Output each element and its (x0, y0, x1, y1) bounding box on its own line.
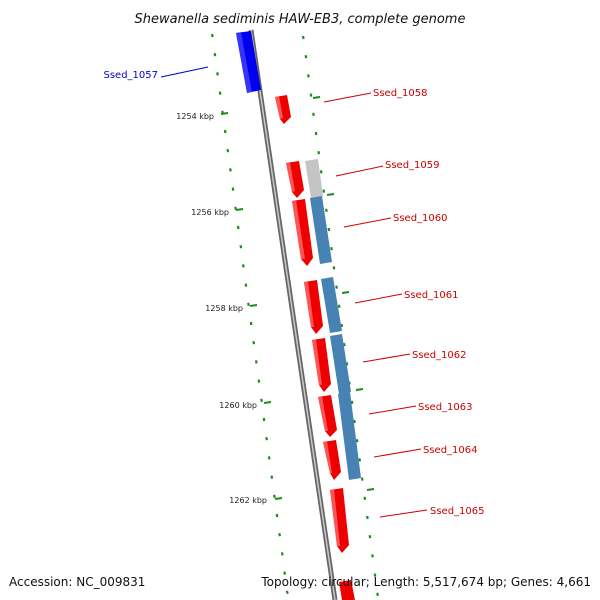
accession-text: Accession: NC_009831 (9, 575, 145, 589)
ruler-dot (309, 93, 313, 97)
ruler-dot (330, 246, 333, 251)
ruler-dot (319, 170, 323, 174)
ruler-dot (252, 340, 256, 345)
ruler-dot (335, 285, 338, 289)
ruler-dot (307, 74, 310, 78)
ruler-dot (371, 554, 374, 558)
gene-label-ssed-1065[interactable]: Ssed_1065 (430, 506, 485, 517)
ruler-major-tick (366, 488, 375, 491)
ruler-dot (226, 148, 230, 153)
backbone (248, 29, 338, 600)
ruler-dot (325, 208, 328, 213)
gene-label-ssed-1058[interactable]: Ssed_1058 (373, 88, 428, 99)
tick-label-1256: 1256 kbp (191, 208, 229, 217)
feature-ssed-1059-gray[interactable] (305, 159, 323, 198)
ruler-major-tick (220, 112, 229, 115)
ruler-dot (373, 573, 377, 577)
ruler-dot (345, 362, 349, 366)
ruler-dot (337, 304, 341, 309)
ruler-dot (239, 244, 243, 249)
ruler-tracks (210, 33, 379, 597)
ruler-dot (285, 590, 289, 595)
ruler-dot (280, 552, 284, 556)
ruler-dot (257, 379, 261, 383)
gene-labels: Ssed_1057 Ssed_1058 Ssed_1059 Ssed_1060 … (103, 70, 484, 517)
ruler-dot (247, 302, 250, 307)
feature-ssed-1063-blue[interactable] (338, 392, 361, 480)
ruler-dot (312, 112, 315, 117)
ruler-major-tick (341, 291, 350, 294)
ruler-dot (301, 35, 305, 40)
ruler-dot (229, 168, 232, 172)
tick-label-1258: 1258 kbp (205, 304, 243, 313)
ruler-dot (368, 534, 372, 539)
feature-ssed-1062-blue[interactable] (330, 334, 351, 394)
ruler-dot (262, 417, 266, 422)
ruler-dot (332, 266, 336, 270)
gene-label-ssed-1060[interactable]: Ssed_1060 (393, 213, 448, 224)
ruler-dot (275, 513, 279, 518)
gene-label-ssed-1059[interactable]: Ssed_1059 (385, 160, 440, 171)
tick-label-1254: 1254 kbp (176, 112, 214, 121)
ruler-dot (350, 400, 354, 405)
ruler-major-tick (263, 401, 272, 404)
ruler-dot (241, 264, 245, 268)
tick-label-1262: 1262 kbp (229, 496, 267, 505)
ruler-dot (327, 227, 331, 232)
ruler-dot (231, 187, 235, 191)
topology-text: Topology: circular; Length: 5,517,674 bp… (260, 575, 591, 589)
map-title: Shewanella sediminis HAW-EB3, complete g… (135, 12, 466, 27)
ruler-dot (358, 458, 362, 462)
ruler-dot (355, 438, 359, 443)
ruler-major-tick (355, 388, 364, 391)
ruler-dot (322, 189, 326, 193)
ruler-dot (218, 91, 222, 95)
ruler-dot (254, 360, 258, 364)
ruler-dot (314, 131, 318, 136)
ruler-dot (213, 52, 217, 57)
ruler-dot (363, 496, 367, 501)
ruler-tick-labels: 1254 kbp 1256 kbp 1258 kbp 1260 kbp 1262… (176, 112, 267, 505)
ruler-dot (267, 456, 271, 460)
ruler-dot (342, 342, 346, 347)
ruler-major-tick (235, 208, 244, 211)
ruler-dot (265, 436, 268, 441)
ruler-dot (304, 54, 308, 59)
gene-label-ssed-1062[interactable]: Ssed_1062 (412, 350, 467, 361)
ruler-major-tick (249, 304, 258, 307)
ruler-dot (270, 475, 274, 479)
ruler-dot (278, 532, 281, 537)
ruler-dot (216, 72, 219, 76)
gene-label-ssed-1061[interactable]: Ssed_1061 (404, 290, 459, 301)
ruler-dot (223, 129, 227, 134)
ruler-dot (210, 33, 214, 38)
ruler-dot (260, 398, 263, 403)
feature-partial-bottom (339, 580, 355, 600)
ruler-major-tick (326, 193, 335, 196)
feature-ssed-1061-blue[interactable] (321, 277, 342, 333)
ruler-dot (353, 419, 356, 424)
gene-label-ssed-1064[interactable]: Ssed_1064 (423, 445, 478, 456)
ruler-dot (340, 323, 344, 328)
ruler-major-tick (312, 96, 321, 99)
ruler-dot (249, 321, 253, 326)
ruler-dot (376, 592, 379, 597)
ruler-dot (236, 225, 240, 230)
ruler-dot (317, 150, 321, 155)
gene-features (236, 31, 361, 600)
ruler-dot (283, 571, 287, 575)
callout-lines (160, 66, 428, 518)
ruler-dot (366, 515, 369, 520)
ruler-dot (360, 477, 364, 481)
ruler-dot (244, 283, 248, 287)
gene-label-ssed-1057[interactable]: Ssed_1057 (103, 70, 158, 81)
gene-label-ssed-1063[interactable]: Ssed_1063 (418, 402, 473, 413)
ruler-dot (273, 494, 276, 499)
tick-label-1260: 1260 kbp (219, 401, 257, 410)
ruler-major-tick (274, 497, 283, 500)
feature-ssed-1060-blue[interactable] (310, 196, 332, 264)
ruler-dot (234, 206, 237, 211)
